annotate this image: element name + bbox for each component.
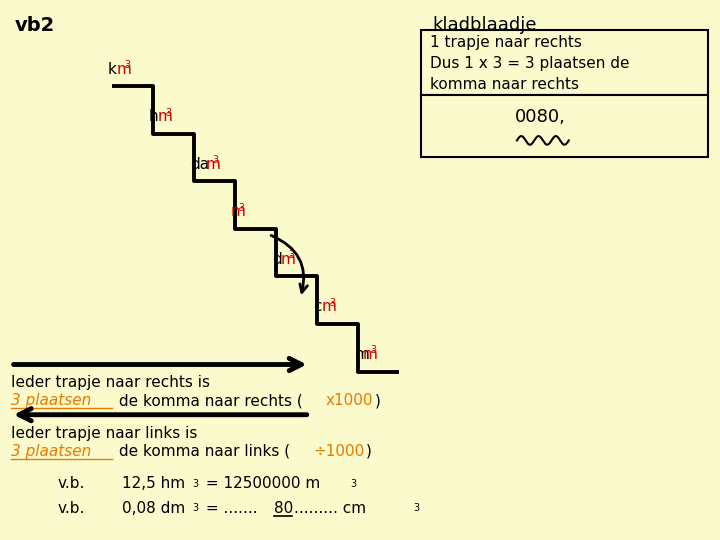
Text: v.b.: v.b. bbox=[58, 501, 85, 516]
Text: 3: 3 bbox=[165, 107, 171, 118]
Text: m: m bbox=[205, 157, 220, 172]
Text: m: m bbox=[354, 347, 369, 362]
Text: 3: 3 bbox=[288, 250, 294, 260]
Text: 3: 3 bbox=[192, 479, 198, 489]
Text: 3: 3 bbox=[213, 155, 219, 165]
Text: m: m bbox=[157, 109, 172, 124]
Text: v.b.: v.b. bbox=[58, 476, 85, 491]
FancyArrowPatch shape bbox=[271, 235, 307, 292]
Text: 1 trapje naar rechts
Dus 1 x 3 = 3 plaatsen de
komma naar rechts: 1 trapje naar rechts Dus 1 x 3 = 3 plaat… bbox=[430, 35, 629, 92]
Text: m: m bbox=[117, 62, 131, 77]
Text: 3: 3 bbox=[329, 298, 336, 308]
Text: ): ) bbox=[375, 393, 381, 408]
Text: = 12500000 m: = 12500000 m bbox=[200, 476, 320, 491]
Text: 3 plaatsen: 3 plaatsen bbox=[11, 393, 91, 408]
Text: k: k bbox=[108, 62, 117, 77]
Text: 12,5 hm: 12,5 hm bbox=[122, 476, 186, 491]
Text: 3: 3 bbox=[351, 479, 357, 489]
Text: 3: 3 bbox=[239, 202, 245, 213]
Text: ......... cm: ......... cm bbox=[294, 501, 366, 516]
Bar bbox=[421, 30, 708, 94]
Text: de komma naar links (: de komma naar links ( bbox=[114, 444, 290, 459]
Text: m: m bbox=[281, 252, 295, 267]
Text: kladblaadje: kladblaadje bbox=[432, 16, 536, 34]
Text: 0,08 dm: 0,08 dm bbox=[122, 501, 186, 516]
Text: 3: 3 bbox=[192, 503, 199, 514]
Text: ÷1000: ÷1000 bbox=[313, 444, 364, 459]
Text: Ieder trapje naar rechts is: Ieder trapje naar rechts is bbox=[11, 375, 210, 390]
Text: m: m bbox=[231, 204, 246, 219]
Text: c: c bbox=[313, 299, 322, 314]
Text: 3: 3 bbox=[370, 345, 377, 355]
Text: 3: 3 bbox=[124, 60, 130, 70]
Bar bbox=[421, 94, 708, 157]
Text: 3 plaatsen: 3 plaatsen bbox=[11, 444, 91, 459]
Text: vb2: vb2 bbox=[14, 16, 55, 35]
Text: h: h bbox=[149, 109, 158, 124]
Text: ): ) bbox=[365, 444, 372, 459]
Text: m: m bbox=[322, 299, 336, 314]
Text: m: m bbox=[362, 347, 377, 362]
Text: de komma naar rechts (: de komma naar rechts ( bbox=[114, 393, 302, 408]
Text: 80: 80 bbox=[274, 501, 293, 516]
Text: 3: 3 bbox=[413, 503, 420, 514]
Text: Ieder trapje naar links is: Ieder trapje naar links is bbox=[11, 426, 197, 441]
Text: da: da bbox=[190, 157, 210, 172]
Text: 0080,: 0080, bbox=[515, 108, 566, 126]
Text: d: d bbox=[272, 252, 282, 267]
Text: x1000: x1000 bbox=[325, 393, 372, 408]
Text: = .......: = ....... bbox=[201, 501, 258, 516]
